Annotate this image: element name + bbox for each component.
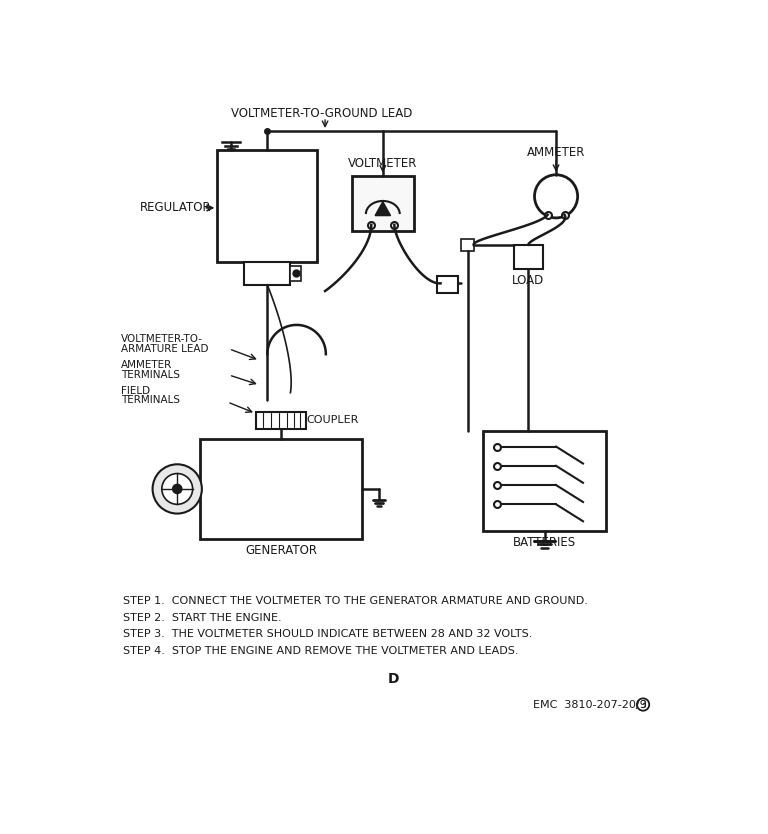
- Bar: [244, 262, 290, 285]
- Circle shape: [173, 485, 182, 494]
- Text: STEP 4.  STOP THE ENGINE AND REMOVE THE VOLTMETER AND LEADS.: STEP 4. STOP THE ENGINE AND REMOVE THE V…: [123, 646, 518, 656]
- Polygon shape: [375, 202, 390, 215]
- Text: AMMETER: AMMETER: [527, 146, 585, 159]
- Bar: [483, 431, 606, 531]
- Bar: [200, 439, 362, 539]
- Text: VOLTMETER-TO-GROUND LEAD: VOLTMETER-TO-GROUND LEAD: [230, 108, 412, 120]
- Text: VOLTMETER: VOLTMETER: [348, 157, 418, 170]
- Text: D: D: [388, 672, 399, 686]
- Text: GENERATOR: GENERATOR: [245, 544, 317, 557]
- Bar: [462, 239, 474, 251]
- Bar: [290, 266, 301, 281]
- Text: BATTERIES: BATTERIES: [513, 536, 576, 550]
- Text: EMC  3810-207-20/9: EMC 3810-207-20/9: [533, 700, 647, 710]
- Circle shape: [535, 175, 578, 218]
- Text: VOLTMETER-TO-: VOLTMETER-TO-: [121, 334, 203, 344]
- Bar: [352, 175, 414, 231]
- Bar: [217, 150, 317, 262]
- Text: STEP 3.  THE VOLTMETER SHOULD INDICATE BETWEEN 28 AND 32 VOLTS.: STEP 3. THE VOLTMETER SHOULD INDICATE BE…: [123, 630, 532, 640]
- Bar: [256, 412, 306, 429]
- Text: TERMINALS: TERMINALS: [121, 370, 180, 380]
- Text: FIELD: FIELD: [121, 386, 151, 396]
- Text: COUPLER: COUPLER: [306, 415, 359, 425]
- Text: 3: 3: [641, 700, 646, 710]
- Text: ARMATURE LEAD: ARMATURE LEAD: [121, 344, 209, 354]
- Circle shape: [162, 474, 193, 505]
- Text: AMMETER: AMMETER: [121, 360, 172, 370]
- Bar: [437, 276, 458, 293]
- Text: REGULATOR: REGULATOR: [141, 201, 212, 214]
- Text: LOAD: LOAD: [512, 274, 545, 287]
- Text: TERMINALS: TERMINALS: [121, 395, 180, 405]
- Circle shape: [153, 465, 202, 514]
- Text: STEP 2.  START THE ENGINE.: STEP 2. START THE ENGINE.: [123, 612, 281, 622]
- Text: STEP 1.  CONNECT THE VOLTMETER TO THE GENERATOR ARMATURE AND GROUND.: STEP 1. CONNECT THE VOLTMETER TO THE GEN…: [123, 595, 588, 605]
- Bar: [514, 245, 543, 269]
